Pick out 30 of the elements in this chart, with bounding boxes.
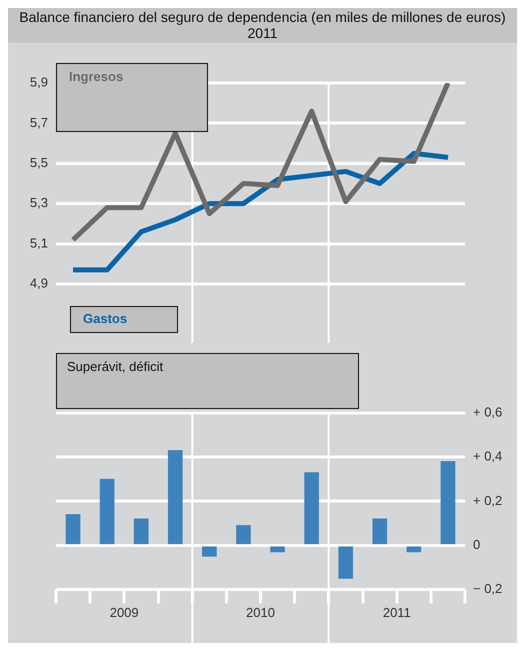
bar (440, 461, 456, 544)
bar (134, 518, 149, 544)
label-box: Gastos (70, 306, 178, 333)
y-tick-label: 5,1 (30, 235, 48, 250)
x-tick-label: 2011 (382, 604, 411, 620)
bar (236, 525, 251, 544)
x-tick-label: 2010 (246, 604, 275, 620)
y-tick-label: 5,9 (30, 74, 48, 90)
y2-tick-label: 0 (473, 536, 480, 552)
bar (406, 546, 422, 552)
bar (168, 450, 183, 544)
bar (372, 518, 388, 544)
bar (100, 478, 114, 544)
bar (66, 514, 80, 544)
label-box: Ingresos (56, 63, 208, 132)
bar (270, 546, 285, 552)
bar (338, 546, 354, 579)
x-tick-label: 2009 (110, 604, 139, 620)
y2-tick-label: + 0,4 (473, 448, 502, 464)
y-tick-label: 4,9 (30, 276, 48, 291)
bar (304, 472, 319, 544)
chart-title: Balance financiero del seguro de dependencia (en miles de millones de euros) 2011 (8, 8, 517, 43)
y-tick-label: 5,3 (30, 195, 48, 210)
y2-tick-label: + 0,6 (473, 404, 502, 420)
y-tick-label: 5,7 (30, 114, 48, 130)
label-box: Superávit, déficit (56, 353, 359, 409)
y2-tick-label: − 0,2 (473, 580, 502, 596)
bar (202, 546, 217, 557)
y2-tick-label: + 0,2 (473, 492, 502, 508)
y-tick-label: 5,5 (30, 154, 48, 170)
